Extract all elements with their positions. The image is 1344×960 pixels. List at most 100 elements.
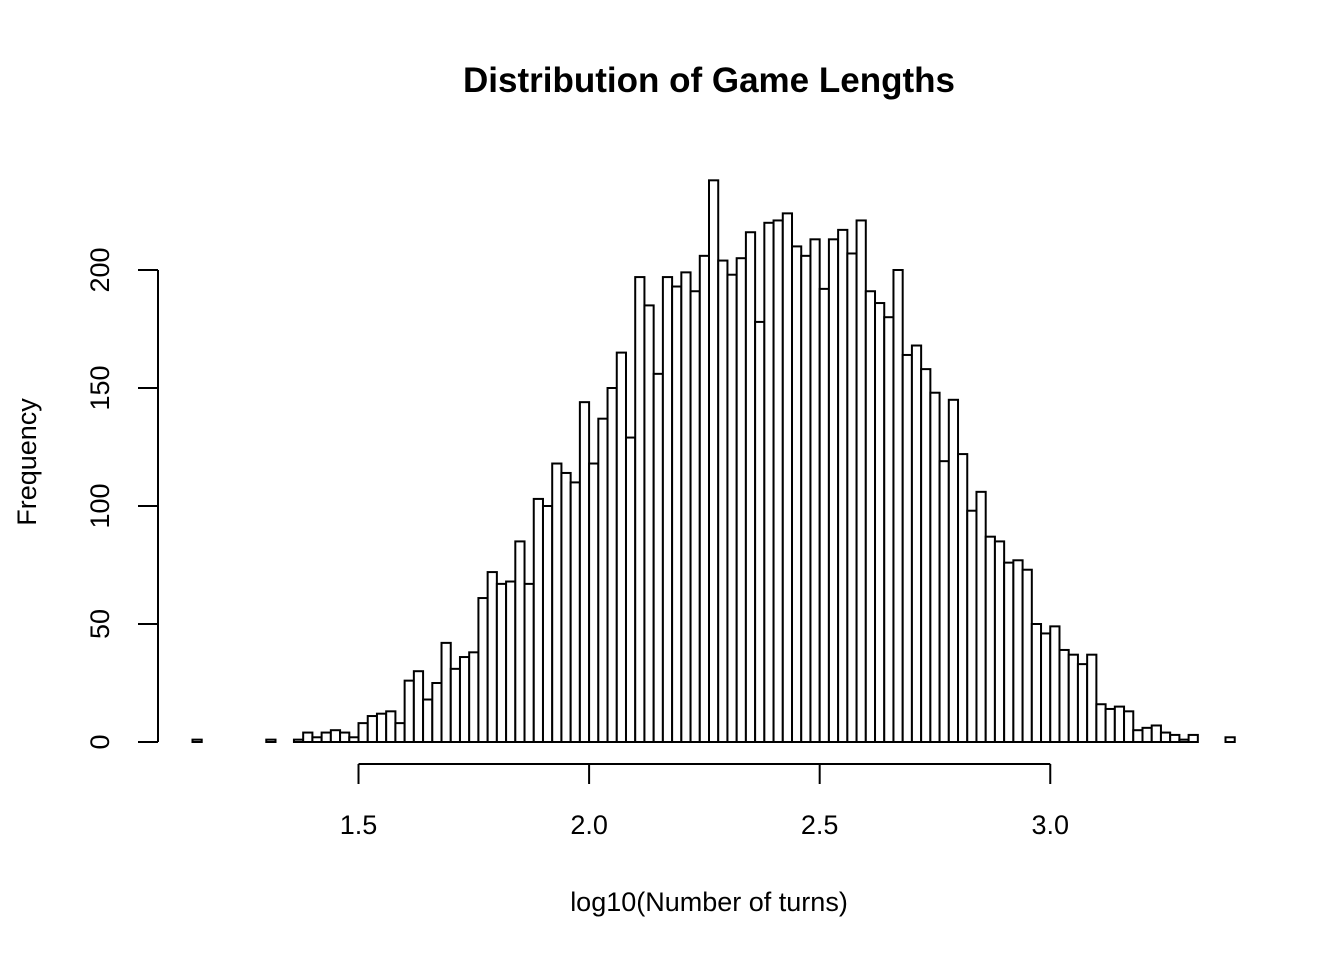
histogram-bar bbox=[846, 252, 858, 743]
histogram-bar bbox=[1150, 724, 1162, 743]
histogram-bar bbox=[1076, 663, 1089, 743]
histogram-bar bbox=[975, 490, 987, 743]
histogram-bar bbox=[366, 715, 378, 743]
chart-title: Distribution of Game Lengths bbox=[463, 61, 955, 100]
histogram-bar bbox=[984, 535, 996, 743]
histogram-bar bbox=[1021, 568, 1033, 743]
histogram-bar bbox=[855, 219, 867, 743]
histogram-bar bbox=[302, 731, 314, 743]
histogram-bar bbox=[1141, 726, 1153, 744]
histogram-bar bbox=[412, 670, 425, 744]
histogram-bar bbox=[957, 453, 969, 743]
histogram-bar bbox=[717, 259, 729, 743]
x-tick-label: 3.0 bbox=[1031, 810, 1069, 840]
y-tick-label: 200 bbox=[85, 247, 115, 292]
x-axis: 1.5 2.0 2.5 3.0 bbox=[340, 763, 1069, 840]
histogram-bar bbox=[671, 285, 683, 743]
histogram-bar bbox=[375, 712, 388, 743]
y-tick-label: 100 bbox=[85, 483, 115, 528]
histogram-bar bbox=[329, 729, 342, 744]
histogram-bar bbox=[597, 417, 609, 743]
histogram-bar bbox=[910, 344, 923, 743]
y-tick-label: 50 bbox=[85, 609, 115, 639]
histogram-bar bbox=[1095, 703, 1107, 743]
histogram-bar bbox=[652, 372, 664, 743]
histogram-bar bbox=[431, 682, 443, 743]
histogram-bar bbox=[827, 238, 840, 743]
histogram-bar bbox=[394, 722, 406, 743]
histogram-bar bbox=[864, 290, 877, 743]
histogram-bar bbox=[772, 219, 784, 743]
x-tick-label: 2.5 bbox=[801, 810, 839, 840]
histogram-bar bbox=[726, 273, 738, 743]
y-axis: 0 50 100 150 200 bbox=[85, 247, 159, 750]
histogram-bar bbox=[680, 271, 692, 743]
histogram-bar bbox=[1067, 653, 1079, 743]
histogram-bar bbox=[1049, 625, 1061, 743]
histogram-bar bbox=[883, 316, 895, 743]
histogram-bar bbox=[532, 497, 544, 744]
histogram-bar bbox=[357, 722, 369, 743]
histogram-bar bbox=[385, 710, 397, 744]
histogram-bar bbox=[1003, 561, 1015, 744]
histogram-bar bbox=[422, 698, 434, 744]
y-tick-label: 0 bbox=[85, 734, 115, 749]
histogram-bar bbox=[514, 540, 526, 744]
histogram-bar bbox=[744, 231, 757, 744]
histogram-bars bbox=[191, 179, 1236, 744]
histogram-bar bbox=[339, 731, 351, 743]
histogram-bar bbox=[689, 290, 701, 743]
histogram-bar bbox=[1030, 623, 1043, 743]
histogram-bar bbox=[818, 287, 830, 743]
histogram-bar bbox=[966, 509, 978, 743]
histogram-bar bbox=[311, 736, 323, 744]
histogram-bar bbox=[874, 302, 886, 743]
histogram-bar bbox=[791, 245, 803, 743]
histogram-bar bbox=[320, 731, 332, 743]
histogram-bar bbox=[495, 582, 508, 743]
histogram-bar bbox=[735, 257, 747, 743]
histogram-bar bbox=[458, 656, 471, 743]
histogram-bar bbox=[1123, 710, 1135, 744]
y-tick-label: 150 bbox=[85, 365, 115, 410]
histogram-bar bbox=[901, 353, 913, 743]
histogram-bar bbox=[947, 398, 960, 743]
histogram-bar bbox=[523, 582, 535, 743]
histogram-bar bbox=[1058, 648, 1070, 744]
histogram-bar bbox=[569, 481, 581, 743]
histogram-bar bbox=[588, 462, 600, 743]
histogram-bar bbox=[1132, 729, 1144, 744]
histogram-bar bbox=[754, 320, 766, 743]
histogram-bar bbox=[1169, 733, 1181, 743]
histogram-bar bbox=[643, 304, 655, 743]
histogram-bar bbox=[551, 462, 563, 743]
histogram-bar bbox=[938, 460, 950, 743]
histogram-bar bbox=[191, 738, 203, 744]
histogram-bar bbox=[606, 387, 618, 743]
histogram-bar bbox=[1187, 733, 1199, 743]
histogram-bar bbox=[837, 228, 849, 743]
histogram-bar bbox=[1159, 731, 1172, 743]
histogram-bar bbox=[661, 276, 674, 743]
histogram-bar bbox=[929, 391, 941, 743]
x-axis-label: log10(Number of turns) bbox=[570, 887, 848, 917]
histogram-bar bbox=[449, 667, 461, 744]
histogram-bar bbox=[1040, 632, 1052, 743]
histogram-bar bbox=[615, 351, 627, 743]
histogram-bar bbox=[560, 471, 572, 743]
histogram-bar bbox=[920, 368, 932, 743]
histogram-bar bbox=[993, 540, 1006, 744]
histogram-bar bbox=[578, 401, 591, 743]
histogram-bar bbox=[292, 738, 305, 744]
histogram-bar bbox=[809, 238, 821, 743]
histogram-bar bbox=[440, 641, 452, 744]
histogram-bar bbox=[468, 651, 480, 744]
histogram-bar bbox=[781, 212, 794, 744]
histogram-bar bbox=[541, 505, 554, 743]
histogram-bar bbox=[403, 679, 415, 744]
x-tick-label: 2.0 bbox=[570, 810, 608, 840]
histogram-bar bbox=[763, 221, 775, 744]
y-axis-label: Frequency bbox=[12, 398, 42, 526]
histogram-bar bbox=[892, 269, 904, 743]
